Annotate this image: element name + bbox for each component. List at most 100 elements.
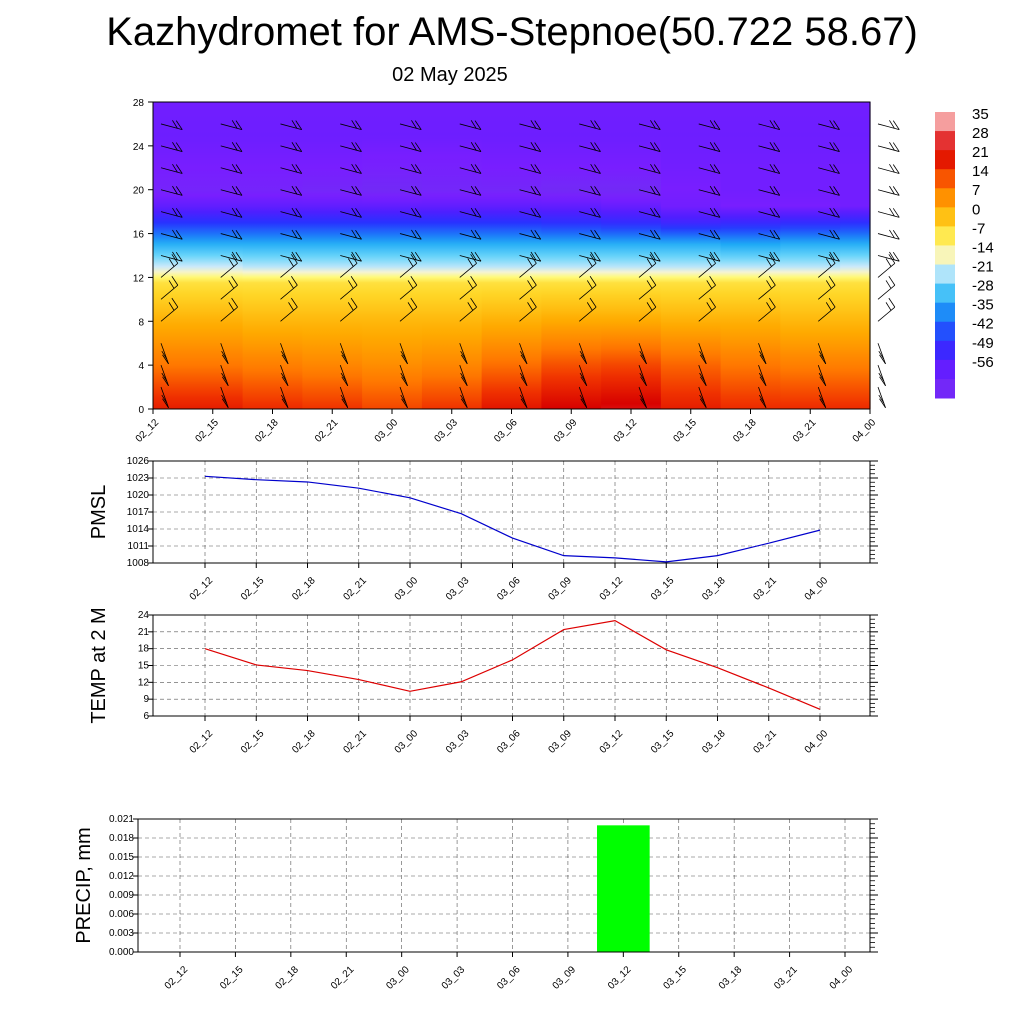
x-tick-label: 03_18 — [700, 575, 728, 603]
x-tick-label: 02_18 — [253, 417, 281, 445]
temperature-column — [601, 102, 662, 409]
colorbar-swatch — [935, 264, 955, 285]
wind-barb — [399, 163, 422, 174]
wind-barb — [579, 207, 601, 218]
wind-barb — [758, 163, 781, 174]
wind-barb — [519, 275, 537, 300]
colorbar-swatch — [935, 245, 955, 266]
x-tick-label: 03_06 — [495, 575, 523, 603]
wind-barb — [638, 254, 657, 278]
wind-barb — [280, 163, 303, 174]
wind-barb — [459, 297, 477, 322]
wind-barb — [638, 142, 661, 152]
y-tick-label: 0.015 — [109, 852, 134, 863]
temperature-column — [362, 102, 423, 409]
x-tick-label: 03_12 — [598, 728, 626, 756]
x-tick-label: 03_21 — [791, 417, 819, 445]
chart-subtitle: 02 May 2025 — [392, 64, 508, 86]
x-tick-label: 04_00 — [851, 417, 879, 445]
wind-barb — [578, 386, 588, 408]
wind-barb — [578, 297, 597, 322]
x-tick-label: 02_21 — [341, 575, 369, 603]
x-tick-label: 03_00 — [393, 728, 421, 756]
wind-barb — [519, 142, 542, 152]
y-axis-label: PRECIP, mm — [73, 827, 95, 943]
wind-barb — [399, 275, 418, 300]
temperature-column — [421, 102, 483, 409]
wind-barb — [459, 275, 477, 300]
wind-barb — [160, 251, 183, 262]
y-tick-label: 0 — [138, 405, 144, 416]
x-tick-label: 02_15 — [193, 417, 221, 445]
x-tick-label: 03_03 — [432, 417, 460, 445]
y-tick-label: 4 — [138, 361, 144, 372]
y-tick-label: 1023 — [127, 473, 150, 484]
wind-barb — [280, 275, 298, 300]
colorbar-label: -28 — [972, 278, 994, 295]
x-tick-label: 03_21 — [751, 728, 779, 756]
y-tick-label: 0.021 — [109, 814, 134, 825]
temperature-column — [720, 102, 781, 409]
wind-barb — [698, 365, 707, 387]
x-tick-label: 03_03 — [440, 964, 468, 992]
colorbar-label: -7 — [972, 220, 985, 237]
wind-barb — [877, 163, 900, 174]
wind-barb — [818, 251, 840, 262]
wind-barb — [578, 275, 597, 300]
wind-barb — [399, 254, 418, 278]
wind-barb — [579, 229, 601, 240]
wind-barb — [877, 251, 900, 262]
colorbar-label: 7 — [972, 182, 980, 199]
wind-barb — [758, 275, 776, 300]
x-tick-label: 03_06 — [495, 964, 523, 992]
wind-barb — [160, 207, 183, 218]
wind-barb — [220, 142, 243, 152]
x-tick-label: 03_09 — [546, 575, 574, 603]
wind-barb — [698, 297, 716, 322]
wind-barb — [758, 254, 776, 278]
wind-barb — [877, 386, 886, 408]
wind-barb — [877, 343, 886, 365]
wind-barb — [758, 142, 781, 152]
x-tick-label: 03_06 — [492, 417, 520, 445]
y-axis-label: TEMP at 2 M — [88, 607, 110, 723]
y-tick-label: 1017 — [127, 507, 150, 518]
wind-barb — [818, 229, 840, 240]
wind-barb — [818, 120, 840, 131]
colorbar-swatch — [935, 150, 955, 170]
y-tick-label: 20 — [133, 186, 145, 197]
wind-barb — [698, 386, 707, 408]
y-tick-label: 15 — [138, 661, 150, 672]
colorbar-label: 28 — [972, 125, 989, 142]
colorbar-swatch — [935, 302, 955, 323]
wind-barb — [638, 297, 657, 322]
y-tick-label: 12 — [138, 677, 150, 688]
wind-barb — [340, 142, 362, 152]
x-tick-label: 04_00 — [828, 964, 856, 992]
wind-barb — [459, 163, 482, 174]
wind-barb — [340, 120, 362, 131]
x-tick-label: 02_15 — [239, 728, 267, 756]
wind-barb — [459, 185, 482, 196]
colorbar-label: -42 — [972, 316, 994, 333]
y-tick-label: 0.018 — [109, 833, 134, 844]
wind-barb — [698, 120, 721, 131]
wind-barb — [220, 207, 243, 218]
temp-2m-panel: 6 9 12 15 18 21 24 02_12 02_15 02_18 02_21 03_00 03_… — [88, 607, 878, 756]
wind-barb — [578, 254, 597, 278]
wind-barb — [459, 229, 482, 240]
wind-barb — [519, 185, 542, 196]
wind-barb — [877, 297, 896, 322]
x-tick-label: 03_21 — [772, 964, 800, 992]
wind-barb — [339, 365, 349, 387]
wind-barb — [578, 343, 588, 365]
wind-barb — [698, 251, 721, 262]
wind-barb — [160, 142, 183, 152]
x-tick-label: 03_09 — [552, 417, 580, 445]
wind-barb — [340, 229, 362, 240]
y-tick-label: 9 — [143, 694, 149, 705]
x-tick-label: 03_12 — [598, 575, 626, 603]
wind-barb — [280, 254, 298, 278]
x-tick-label: 02_12 — [163, 964, 191, 992]
y-tick-label: 1020 — [127, 490, 150, 501]
